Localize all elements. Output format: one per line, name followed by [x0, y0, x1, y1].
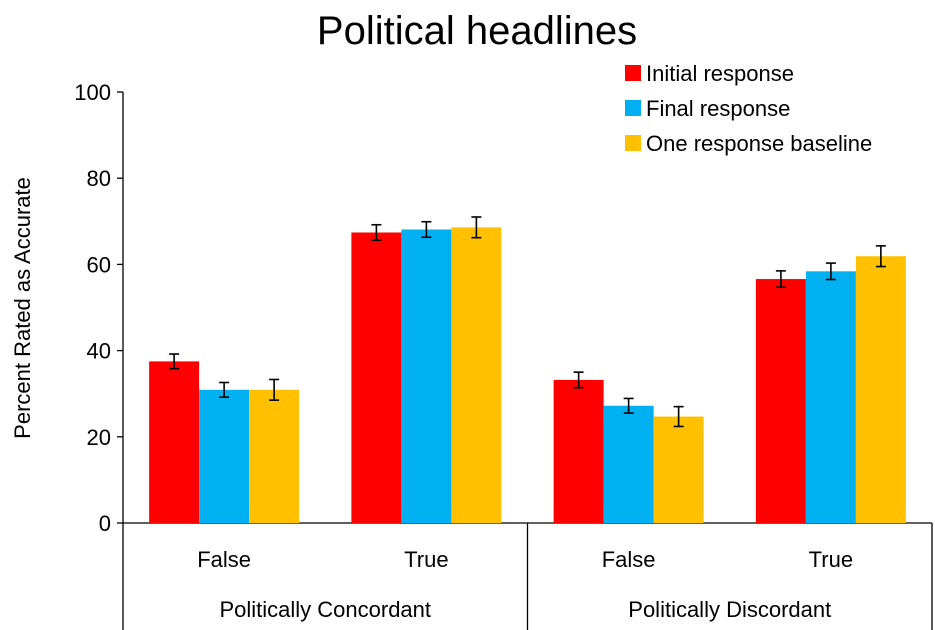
bar	[199, 389, 250, 523]
x-category-label: False	[602, 547, 656, 572]
y-tick-label: 40	[87, 339, 111, 364]
x-group-label: Politically Concordant	[219, 597, 431, 622]
bar	[351, 232, 402, 524]
y-tick-label: 60	[87, 252, 111, 277]
bar	[755, 279, 806, 523]
y-axis-label: Percent Rated as Accurate	[10, 177, 35, 439]
y-tick-label: 20	[87, 425, 111, 450]
legend-label: One response baseline	[646, 131, 872, 156]
x-group-label: Politically Discordant	[628, 597, 831, 622]
x-category-label: True	[404, 547, 448, 572]
bar	[249, 389, 300, 523]
legend: Initial response Final response One respon…	[625, 61, 872, 156]
y-tick-label: 0	[99, 511, 111, 536]
y-tick-label: 80	[87, 166, 111, 191]
legend-swatch	[625, 65, 641, 81]
legend-swatch	[625, 100, 641, 116]
bars	[149, 227, 906, 524]
chart-title: Political headlines	[317, 9, 637, 53]
x-category-labels: False True False True Politically Concordant…	[197, 547, 853, 622]
legend-label: Final response	[646, 96, 790, 121]
y-tick-label: 100	[74, 80, 111, 105]
bar	[603, 405, 654, 523]
bar	[805, 271, 856, 523]
bar	[401, 229, 452, 523]
x-category-label: True	[809, 547, 853, 572]
x-category-label: False	[197, 547, 251, 572]
bar	[149, 361, 200, 523]
bar	[451, 227, 502, 524]
legend-swatch	[625, 135, 641, 151]
bar	[653, 416, 704, 523]
error-bars	[169, 216, 886, 428]
bar	[553, 379, 604, 523]
bar	[855, 256, 906, 523]
legend-label: Initial response	[646, 61, 794, 86]
